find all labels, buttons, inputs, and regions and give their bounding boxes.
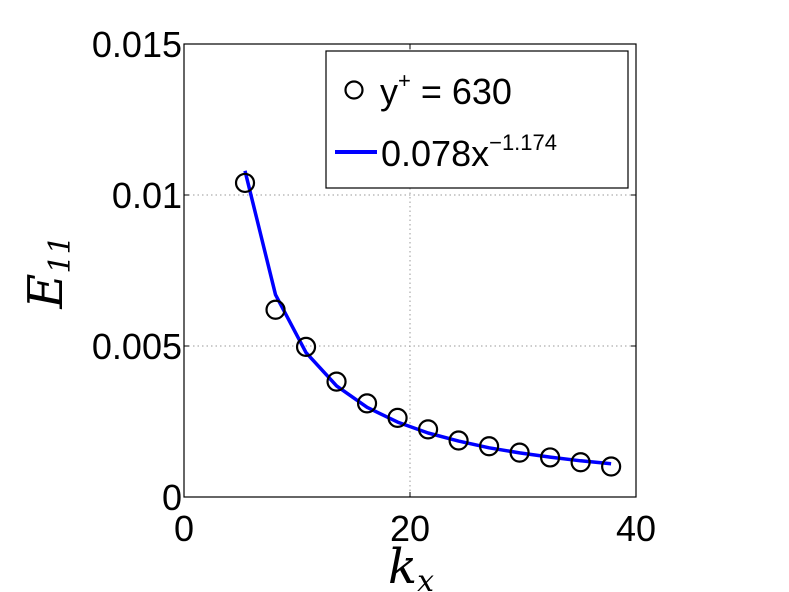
legend-box xyxy=(325,50,629,189)
scatter-point xyxy=(234,172,256,194)
scatter-point xyxy=(601,456,622,477)
axes-frame xyxy=(183,43,637,498)
y-axis-label-sub: 11 xyxy=(43,235,78,273)
x-tick-label: 0 xyxy=(174,508,194,549)
grid xyxy=(184,44,636,497)
y-tick-label: 0.005 xyxy=(92,326,182,367)
y-tick-labels: 0 0.005 0.01 0.015 xyxy=(92,24,182,518)
legend-label-series-2-main: 0.078x xyxy=(381,133,489,174)
scatter-point xyxy=(265,299,286,320)
legend: y+ = 630 0.078x−1.174 xyxy=(325,50,629,189)
x-axis-label-main: k xyxy=(388,539,417,592)
legend-marker-circle xyxy=(344,80,364,100)
x-axis-label: kx xyxy=(388,539,434,592)
scatter-point xyxy=(509,442,530,463)
x-tick-label: 20 xyxy=(390,508,430,549)
x-tick-label: 40 xyxy=(616,508,656,549)
scatter-point xyxy=(417,419,439,440)
y-tick-label: 0 xyxy=(162,477,182,518)
legend-label-series-1: y+ = 630 xyxy=(380,68,512,112)
y-axis-label: E11 xyxy=(18,235,78,309)
fit-line xyxy=(243,170,612,466)
legend-label-series-1-rest: = 630 xyxy=(411,71,512,112)
legend-label-series-1-main: y xyxy=(380,71,398,112)
scatter-point xyxy=(295,336,317,358)
y-axis-label-main: E xyxy=(18,274,74,310)
legend-label-series-2: 0.078x−1.174 xyxy=(381,130,557,174)
legend-label-series-2-sup: −1.174 xyxy=(489,130,557,155)
fit-series xyxy=(243,170,612,466)
x-tick-labels: 0 20 40 xyxy=(174,508,656,549)
y-axis-label-text: E11 xyxy=(18,235,78,309)
scatter-point xyxy=(356,393,378,414)
legend-label-series-1-sup: + xyxy=(398,68,411,93)
scatter-point xyxy=(570,452,591,473)
scatter-point xyxy=(387,407,408,428)
y-tick-label: 0.015 xyxy=(92,24,182,65)
scatter-point xyxy=(448,430,469,451)
x-axis-label-sub: x xyxy=(417,564,434,592)
scatter-series xyxy=(234,172,622,477)
y-tick-label: 0.01 xyxy=(112,175,182,216)
scatter-point xyxy=(540,447,561,468)
scatter-point xyxy=(326,371,347,392)
scatter-point xyxy=(479,436,500,457)
